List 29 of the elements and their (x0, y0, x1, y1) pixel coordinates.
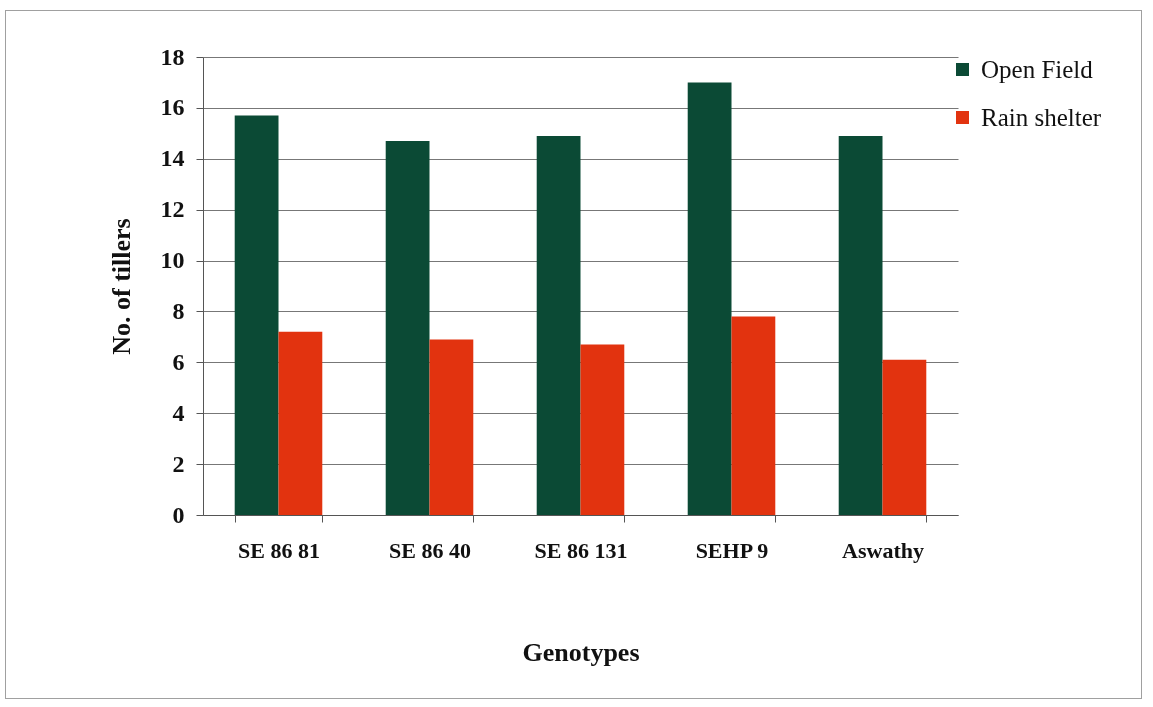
x-tick-label: SE 86 40 (389, 537, 471, 563)
bar (429, 339, 474, 515)
y-tick-label: 0 (172, 501, 185, 528)
bar (234, 115, 279, 515)
y-tick-label: 16 (160, 94, 185, 121)
legend-label: Rain shelter (981, 103, 1102, 131)
bar (838, 135, 883, 515)
bar (536, 135, 581, 515)
y-tick-label: 12 (160, 196, 185, 223)
y-axis-title: No. of tillers (106, 218, 136, 355)
y-tick-label: 2 (172, 450, 185, 477)
x-tick-label: Aswathy (842, 537, 924, 563)
y-tick-label: 4 (172, 399, 185, 426)
bar (687, 82, 732, 515)
y-tick-label: 18 (160, 43, 185, 70)
x-tick-label: SE 86 81 (238, 537, 320, 563)
y-tick-label: 8 (172, 297, 185, 324)
bar (731, 316, 776, 515)
x-tick-label: SE 86 131 (534, 537, 628, 563)
bar (278, 331, 323, 515)
bar (580, 344, 625, 515)
legend-label: Open Field (981, 55, 1094, 83)
x-tick-label: SEHP 9 (695, 537, 769, 563)
bar (882, 359, 927, 515)
y-tick-label: 14 (160, 145, 185, 172)
bar (385, 140, 430, 515)
y-tick-label: 10 (160, 247, 185, 274)
x-axis-title: Genotypes (522, 637, 640, 667)
y-tick-label: 6 (172, 348, 185, 375)
